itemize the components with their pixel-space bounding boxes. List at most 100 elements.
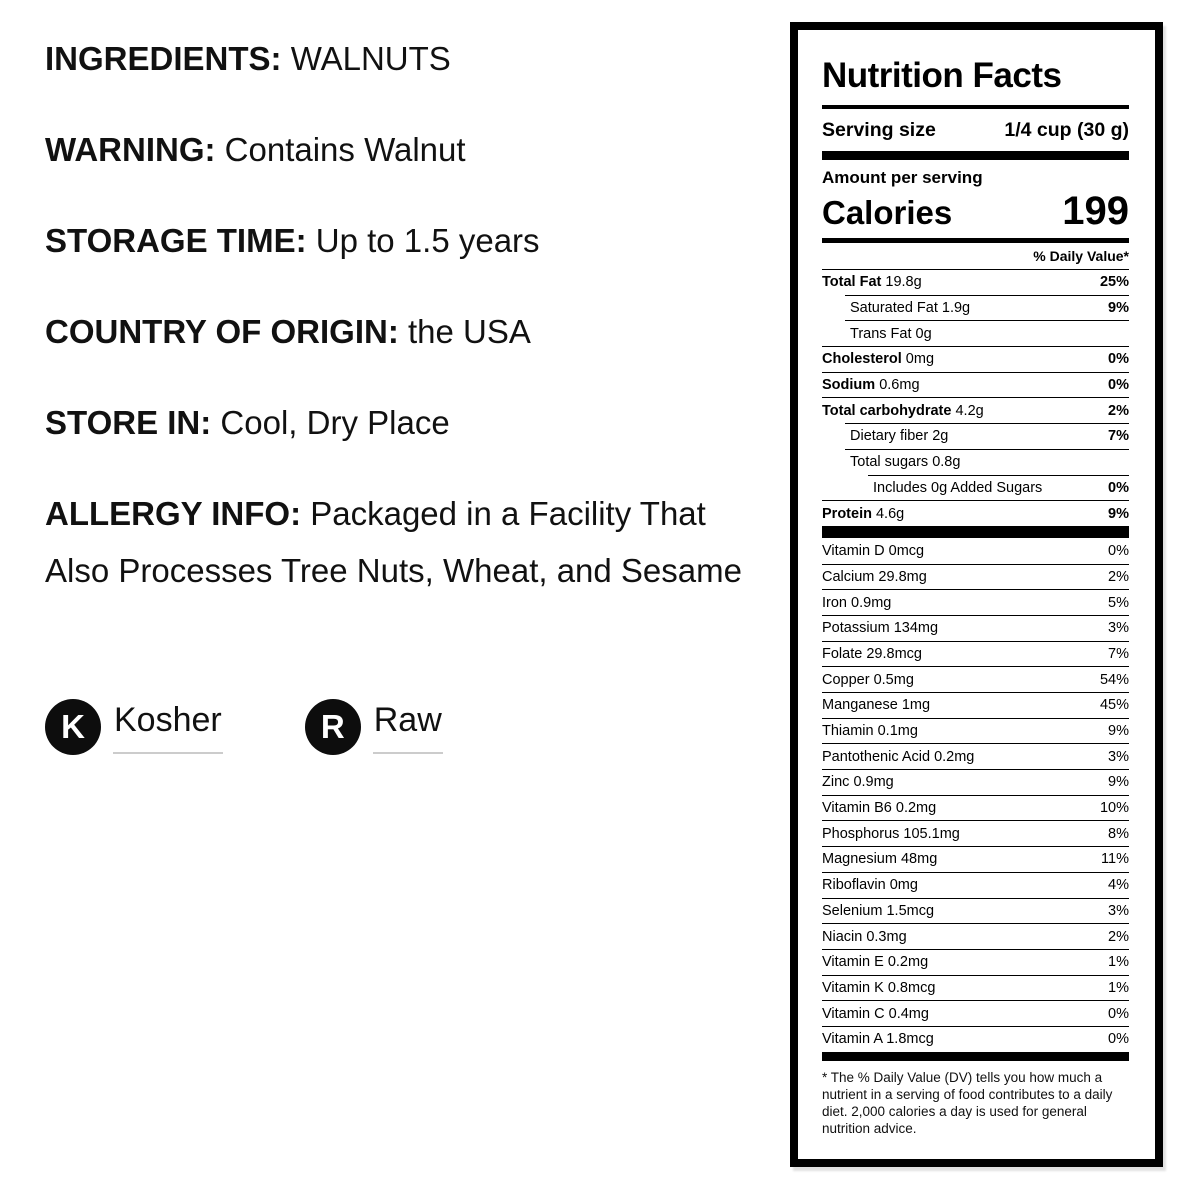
nutrient-name: Potassium xyxy=(822,620,890,637)
serving-size-value: 1/4 cup (30 g) xyxy=(1004,119,1129,141)
nutrient-daily-value: 7% xyxy=(1108,645,1129,662)
nutrient-name-amount: Selenium 1.5mcg xyxy=(822,903,934,919)
nutrient-name: Total Fat xyxy=(822,274,882,291)
nutrient-amount: 0.2mg xyxy=(887,954,929,971)
nutrient-amount: 0.9mg xyxy=(851,594,892,611)
nutrient-name: Phosphorus xyxy=(822,825,900,842)
nutrient-name: Riboflavin xyxy=(822,877,886,894)
nutrient-amount: 0.8g xyxy=(932,454,961,471)
nutrient-row: Magnesium 48mg 11% xyxy=(822,846,1129,872)
nutrient-daily-value: 7% xyxy=(1108,428,1129,445)
nutrient-row: Protein 4.6g 9% xyxy=(822,500,1129,526)
micro-nutrient-rows: Vitamin D 0mcg 0% Calcium 29.8mg 2% Iron 0.9… xyxy=(822,538,1129,1052)
info-section-label: COUNTRY OF ORIGIN: xyxy=(45,313,399,350)
nutrient-amount: 4.6g xyxy=(875,505,905,522)
nutrient-daily-value: 10% xyxy=(1099,800,1129,817)
info-section: STORE IN: Cool, Dry Place xyxy=(45,394,761,451)
nutrient-row: Vitamin E 0.2mg 1% xyxy=(822,948,1129,975)
nutrient-daily-value: 0% xyxy=(1108,351,1129,368)
badge-kosher: K Kosher xyxy=(45,699,223,755)
nutrient-daily-value: 4% xyxy=(1108,877,1129,894)
nutrient-row: Selenium 1.5mcg 3% xyxy=(822,897,1129,924)
kosher-circle-icon: K xyxy=(45,699,101,755)
nutrient-row: Phosphorus 105.1mg 8% xyxy=(822,820,1129,846)
nutrient-row: Potassium 134mg 3% xyxy=(822,614,1129,641)
nutrient-name-amount: Manganese 1mg xyxy=(822,697,930,713)
info-section-label: WARNING: xyxy=(45,131,216,168)
nutrient-name: Vitamin C xyxy=(822,1005,885,1022)
nutrient-daily-value: 2% xyxy=(1108,568,1129,585)
nutrient-row: Vitamin B6 0.2mg 10% xyxy=(822,794,1129,821)
nutrient-name-amount: Protein 4.6g xyxy=(822,506,904,522)
nutrient-name: Vitamin D xyxy=(822,542,885,559)
nutrient-amount: 29.8mg xyxy=(878,568,927,585)
info-section-label: INGREDIENTS: xyxy=(45,40,282,77)
serving-size-row: Serving size 1/4 cup (30 g) xyxy=(822,109,1129,151)
nutrient-daily-value: 9% xyxy=(1108,723,1129,740)
info-section: INGREDIENTS: WALNUTS xyxy=(45,30,761,87)
daily-value-footnote: * The % Daily Value (DV) tells you how m… xyxy=(822,1069,1113,1136)
nutrient-name: Vitamin B6 xyxy=(822,800,892,817)
nutrient-row: Vitamin C 0.4mg 0% xyxy=(822,1000,1129,1026)
nutrition-facts-title: Nutrition Facts xyxy=(822,56,1062,95)
nutrient-daily-value: 0% xyxy=(1108,479,1129,496)
nutrient-daily-value: 0% xyxy=(1108,377,1129,394)
nutrient-name-amount: Phosphorus 105.1mg xyxy=(822,826,960,842)
nutrient-row: Thiamin 0.1mg 9% xyxy=(822,717,1129,744)
nutrient-daily-value: 8% xyxy=(1108,825,1129,842)
badge-letter: K xyxy=(61,707,85,745)
nutrient-daily-value: 0% xyxy=(1108,542,1129,559)
nutrient-name: Niacin xyxy=(822,928,863,945)
nutrient-name-amount: Thiamin 0.1mg xyxy=(822,723,918,739)
nutrient-name: Pantothenic Acid xyxy=(822,748,931,765)
nutrient-name-amount: Cholesterol 0mg xyxy=(822,351,934,367)
nutrient-amount: 4.2g xyxy=(955,402,984,419)
nutrient-daily-value: 1% xyxy=(1108,979,1129,996)
title-divider xyxy=(822,105,1129,109)
nutrient-amount: 0.2mg xyxy=(895,800,937,817)
info-section-value: Contains Walnut xyxy=(224,131,466,168)
raw-circle-icon: R xyxy=(304,699,361,755)
nutrient-name: Trans Fat xyxy=(850,325,912,342)
calories-row: Calories 199 xyxy=(822,190,1129,232)
nutrient-amount: 1.9g xyxy=(941,300,971,317)
nutrient-name: Total sugars xyxy=(850,454,929,471)
nutrient-name-amount: Includes 0g Added Sugars xyxy=(873,480,1042,496)
info-section-value: Cool, Dry Place xyxy=(220,404,450,441)
nutrient-amount: 0mg xyxy=(889,877,918,894)
nutrient-daily-value: 9% xyxy=(1108,505,1129,522)
nutrient-name-amount: Calcium 29.8mg xyxy=(822,569,927,585)
nutrient-amount: 0.1mg xyxy=(877,723,918,740)
nutrient-daily-value: 11% xyxy=(1101,851,1129,868)
nutrient-name: Zinc xyxy=(822,774,850,791)
nutrient-row: Riboflavin 0mg 4% xyxy=(822,871,1129,898)
calories-value: 199 xyxy=(1062,189,1129,233)
nutrient-daily-value: 3% xyxy=(1108,748,1129,765)
nutrient-name-amount: Trans Fat 0g xyxy=(850,326,932,342)
info-section-label: ALLERGY INFO: xyxy=(45,495,302,532)
nutrient-name: Selenium xyxy=(822,902,883,919)
nutrient-amount: 0.8mcg xyxy=(887,979,936,996)
nutrient-daily-value: 9% xyxy=(1108,300,1129,317)
nutrient-name-amount: Riboflavin 0mg xyxy=(822,877,918,893)
badge-label: Kosher xyxy=(113,701,223,754)
nutrient-name-amount: Iron 0.9mg xyxy=(822,595,891,611)
info-section-value: Packaged in a Facility That Also Process… xyxy=(45,495,742,589)
nutrient-row: Saturated Fat 1.9g 9% xyxy=(845,294,1129,321)
nutrient-daily-value: 3% xyxy=(1108,620,1129,637)
nutrient-daily-value: 0% xyxy=(1108,1031,1129,1048)
thick-divider-top xyxy=(822,151,1129,160)
nutrient-name: Sodium xyxy=(822,377,876,394)
nutrient-daily-value: 1% xyxy=(1108,954,1129,971)
nutrient-name-amount: Total Fat 19.8g xyxy=(822,274,922,290)
nutrient-name-amount: Vitamin B6 0.2mg xyxy=(822,800,936,816)
nutrient-amount: 0.5mg xyxy=(873,671,914,688)
info-section-label: STORE IN: xyxy=(45,404,212,441)
nutrient-row: Folate 29.8mcg 7% xyxy=(822,640,1129,667)
certification-badges: K Kosher R Raw xyxy=(45,699,761,755)
badge-label: Raw xyxy=(372,701,443,754)
nutrient-row: Trans Fat 0g xyxy=(845,320,1129,346)
nutrient-row: Total sugars 0.8g xyxy=(845,448,1129,475)
nutrient-row: Dietary fiber 2g 7% xyxy=(845,423,1129,449)
calories-divider xyxy=(822,238,1129,243)
